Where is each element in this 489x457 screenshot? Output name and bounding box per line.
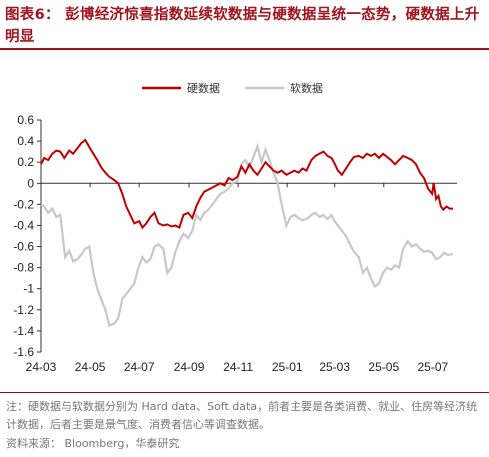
x-tick-label: 24-09	[174, 360, 205, 374]
y-tick-label: -1.4	[13, 324, 34, 338]
chart-title: 图表6： 彭博经济惊喜指数延续软数据与硬数据呈统一态势，硬数据上升明显	[5, 7, 480, 45]
x-axis: 24-03 24-05 24-07 24-09 24-11 25-01 25-03 25-05…	[26, 182, 457, 374]
series-line-soft	[40, 142, 454, 328]
y-tick-label: -1.6	[13, 345, 34, 359]
legend-label-hard: 硬数据	[187, 81, 220, 95]
x-tick-label: 25-07	[418, 360, 449, 374]
y-tick-label: -1	[23, 282, 34, 296]
legend-label-soft: 软数据	[290, 81, 323, 95]
y-tick-label: -0.4	[13, 218, 34, 232]
series-line-hard	[40, 138, 453, 230]
y-tick-label: 0.2	[17, 155, 34, 169]
chart-source: 资料来源： Bloomberg，华泰研究	[6, 437, 180, 450]
y-tick-label: 0.6	[17, 113, 34, 127]
series-layer	[40, 138, 454, 328]
x-tick-label: 25-03	[319, 360, 350, 374]
chart-legend: 硬数据 软数据	[142, 81, 323, 95]
y-tick-label: 0.4	[17, 134, 34, 148]
y-tick-label: -0.2	[13, 197, 34, 211]
x-tick-label: 24-07	[124, 360, 155, 374]
line-chart: 硬数据 软数据 0.6 0.4 0.2 0 -0.2 -0.4 -0.6 -0.8 -1 -1.2…	[13, 81, 457, 374]
y-axis: 0.6 0.4 0.2 0 -0.2 -0.4 -0.6 -0.8 -1 -1.2 -1.4 -1.6	[13, 113, 42, 359]
title-divider	[0, 48, 489, 50]
x-tick-label: 24-03	[26, 360, 57, 374]
x-tick-label: 25-05	[368, 360, 399, 374]
y-tick-label: 0	[27, 176, 34, 190]
y-tick-label: -0.8	[13, 261, 34, 275]
y-tick-label: -0.6	[13, 240, 34, 254]
chart-note: 注：硬数据与软数据分别为 Hard data、Soft data，前者主要是各类…	[6, 400, 478, 431]
x-tick-label: 25-01	[272, 360, 303, 374]
y-tick-label: -1.2	[13, 303, 34, 317]
x-tick-label: 24-05	[75, 360, 106, 374]
x-tick-label: 24-11	[223, 360, 253, 374]
footer-divider	[0, 392, 489, 393]
